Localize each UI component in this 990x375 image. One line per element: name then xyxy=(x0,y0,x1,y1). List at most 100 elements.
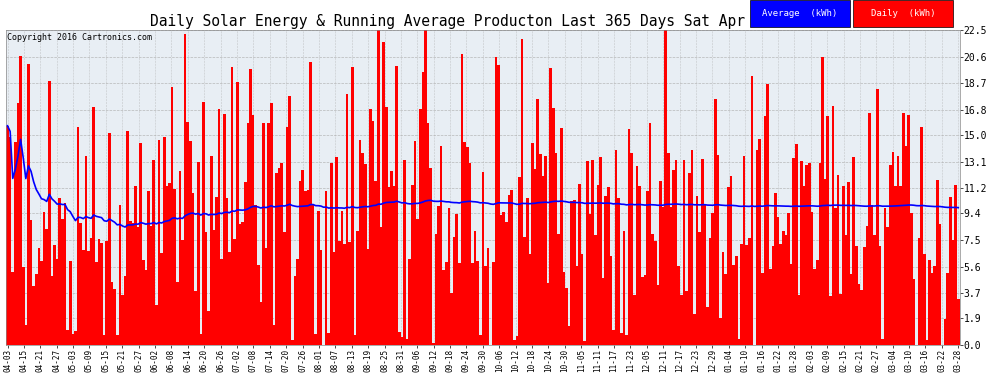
Bar xyxy=(197,162,200,345)
Bar xyxy=(364,164,366,345)
Bar xyxy=(468,163,471,345)
Bar xyxy=(304,192,307,345)
Bar xyxy=(374,181,377,345)
Bar xyxy=(344,244,346,345)
Bar xyxy=(639,186,641,345)
Bar xyxy=(435,234,438,345)
Bar xyxy=(503,212,505,345)
Bar xyxy=(667,153,669,345)
Bar xyxy=(264,248,267,345)
Bar xyxy=(610,256,612,345)
Bar xyxy=(604,196,607,345)
Bar xyxy=(79,223,82,345)
Bar xyxy=(661,207,664,345)
Bar xyxy=(251,115,254,345)
Bar xyxy=(623,231,626,345)
Bar xyxy=(849,274,852,345)
Bar xyxy=(497,65,500,345)
Bar xyxy=(296,260,299,345)
Bar xyxy=(534,169,537,345)
Bar xyxy=(557,234,560,345)
Bar xyxy=(913,279,915,345)
Bar xyxy=(148,191,149,345)
Bar xyxy=(648,123,651,345)
Bar xyxy=(675,160,677,345)
Bar xyxy=(46,229,49,345)
Bar xyxy=(346,94,348,345)
Bar xyxy=(651,234,654,345)
Bar xyxy=(189,141,192,345)
Bar xyxy=(905,146,907,345)
Bar xyxy=(401,337,403,345)
Bar xyxy=(152,160,155,345)
Bar xyxy=(521,39,524,345)
Bar xyxy=(806,165,808,345)
Bar xyxy=(954,185,957,345)
Bar xyxy=(419,110,422,345)
Bar xyxy=(784,235,787,345)
Bar xyxy=(226,198,229,345)
Bar xyxy=(597,185,599,345)
Bar xyxy=(803,186,806,345)
Bar xyxy=(275,172,278,345)
Bar xyxy=(910,213,913,345)
Bar xyxy=(505,222,508,345)
Bar xyxy=(714,99,717,345)
Bar xyxy=(656,285,659,345)
Bar xyxy=(742,156,745,345)
Bar xyxy=(398,332,401,345)
Bar xyxy=(108,133,111,345)
Bar xyxy=(272,325,275,345)
Bar xyxy=(163,137,165,345)
Bar xyxy=(113,289,116,345)
Bar xyxy=(387,187,390,345)
Bar xyxy=(474,231,476,345)
Bar xyxy=(495,57,497,345)
Bar xyxy=(92,106,95,345)
Bar xyxy=(929,260,931,345)
Bar xyxy=(247,123,249,345)
Bar xyxy=(738,339,741,345)
Bar xyxy=(712,213,714,345)
Bar xyxy=(338,241,341,345)
Bar xyxy=(356,231,358,345)
Bar xyxy=(659,182,661,345)
Bar xyxy=(860,290,863,345)
Bar xyxy=(55,259,58,345)
Bar xyxy=(320,251,323,345)
Text: Copyright 2016 Cartronics.com: Copyright 2016 Cartronics.com xyxy=(7,33,152,42)
Bar xyxy=(508,195,510,345)
Bar xyxy=(693,314,696,345)
Bar xyxy=(516,336,518,345)
Bar xyxy=(565,288,568,345)
Bar xyxy=(581,254,583,345)
Bar xyxy=(333,252,336,345)
Bar xyxy=(307,190,309,345)
Bar xyxy=(774,194,777,345)
Bar xyxy=(299,180,301,345)
Bar xyxy=(750,76,753,345)
Bar xyxy=(293,276,296,345)
Bar xyxy=(254,205,257,345)
Bar xyxy=(706,307,709,345)
Bar xyxy=(529,254,532,345)
Bar xyxy=(894,186,897,345)
Bar xyxy=(918,238,921,345)
Bar xyxy=(372,121,374,345)
Bar xyxy=(218,109,221,345)
Bar xyxy=(207,311,210,345)
Bar xyxy=(25,325,27,345)
Bar xyxy=(735,256,738,345)
Bar xyxy=(641,277,644,345)
Bar xyxy=(722,252,725,345)
Bar xyxy=(782,231,784,345)
Bar xyxy=(460,54,463,345)
Bar xyxy=(382,42,385,345)
Bar xyxy=(546,283,549,345)
Bar xyxy=(654,242,656,345)
Bar xyxy=(135,186,137,345)
Bar xyxy=(12,272,14,345)
Bar xyxy=(763,116,766,345)
Bar xyxy=(683,160,685,345)
Bar xyxy=(446,262,447,345)
